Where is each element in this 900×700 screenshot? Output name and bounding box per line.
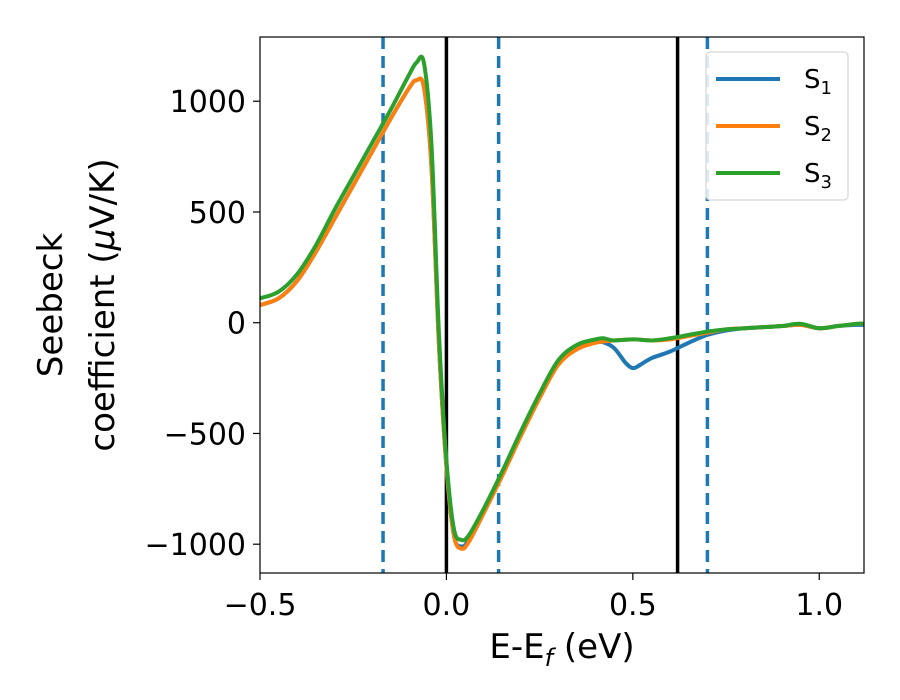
x-tick-label: 0.0 <box>423 588 471 623</box>
x-axis-label-main: E-E <box>489 627 544 667</box>
legend-label-s3: S3 <box>804 159 832 193</box>
y-axis-label-unit: V/K) <box>83 158 123 228</box>
y-axis-label-mu: μ <box>83 229 123 252</box>
y-axis: −1000 −500 0 500 1000 <box>145 85 260 563</box>
legend-label-s1: S1 <box>804 65 832 99</box>
x-tick-label: 1.0 <box>795 588 843 623</box>
y-tick-label: −500 <box>164 417 246 452</box>
x-axis-label-unit: (eV) <box>553 627 635 667</box>
series-layer <box>260 54 864 551</box>
y-axis-label: Seebeck coefficient (μV/K) <box>31 158 123 451</box>
x-tick-label: 0.5 <box>609 588 657 623</box>
x-axis-label: E-Ef (eV) <box>489 627 634 672</box>
y-axis-label-line2-text: coefficient ( <box>83 250 123 451</box>
y-axis-label-line2: coefficient (μV/K) <box>83 158 123 451</box>
y-tick-label: 500 <box>189 196 246 231</box>
legend-label-s2: S2 <box>804 112 832 146</box>
plot-frame <box>259 36 865 574</box>
y-axis-label-line1: Seebeck <box>31 233 71 378</box>
y-tick-label: 1000 <box>170 85 246 120</box>
y-tick-label: 0 <box>227 307 246 342</box>
y-tick-label: −1000 <box>145 528 246 563</box>
series-line-s3 <box>260 54 864 543</box>
legend: S1 S2 S3 <box>705 51 849 201</box>
x-axis: −0.5 0.0 0.5 1.0 <box>224 573 843 623</box>
x-tick-label: −0.5 <box>224 588 297 623</box>
